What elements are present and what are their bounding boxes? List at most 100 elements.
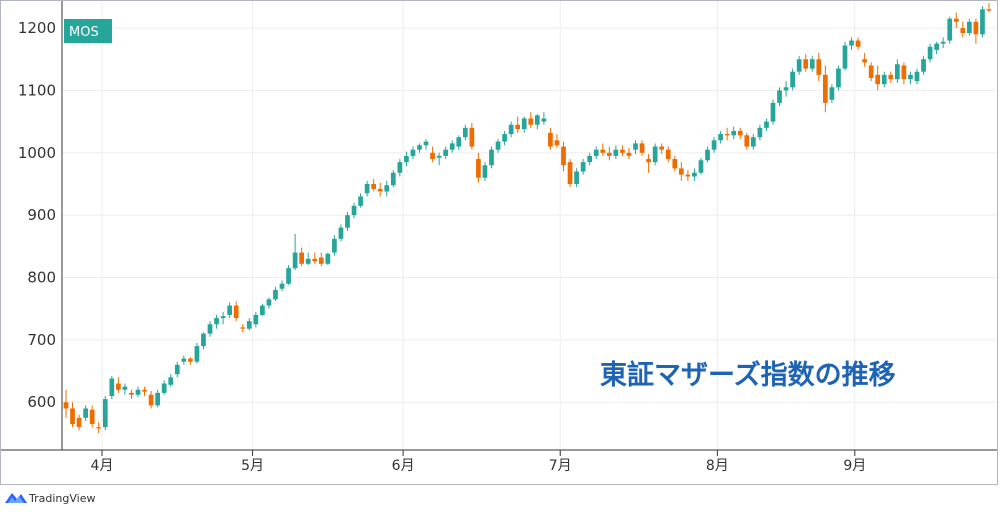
y-tick-label: 700 <box>27 331 56 349</box>
candle-body <box>436 155 442 158</box>
candle <box>783 81 789 97</box>
candle <box>750 134 756 150</box>
candle <box>410 146 416 160</box>
candle-body <box>109 378 115 396</box>
gridlines <box>62 0 997 449</box>
candle <box>822 65 828 113</box>
candle-body <box>417 145 422 150</box>
candle-body <box>325 253 331 264</box>
tradingview-logo-icon <box>5 493 27 503</box>
candle-body <box>521 118 527 130</box>
candle-body <box>377 188 383 192</box>
candle <box>469 122 475 150</box>
candle-body <box>600 149 606 153</box>
candle-body <box>711 140 717 150</box>
candle <box>521 116 527 133</box>
candle <box>620 145 625 156</box>
candle-body <box>842 45 848 69</box>
candle <box>384 180 390 197</box>
candle-body <box>220 316 226 319</box>
candle-body <box>757 127 763 138</box>
candle <box>96 422 102 434</box>
candle <box>724 127 730 141</box>
candle-body <box>803 59 809 69</box>
candle <box>875 65 881 91</box>
tradingview-logo[interactable]: TradingView <box>5 492 95 505</box>
candle <box>534 114 540 130</box>
candle <box>967 18 972 36</box>
candle <box>580 159 586 175</box>
x-tick-label: 7月 <box>549 458 572 474</box>
candle-body <box>980 9 985 35</box>
y-tick-label: 1200 <box>18 19 56 37</box>
candle <box>417 143 422 153</box>
candle <box>404 151 409 167</box>
candle-body <box>718 134 723 141</box>
candle-body <box>253 314 259 325</box>
candle <box>155 389 161 408</box>
candle-body <box>286 268 291 284</box>
candle <box>764 118 769 131</box>
candle-body <box>626 152 632 156</box>
candle <box>351 202 357 219</box>
candle-body <box>462 127 468 138</box>
candle-body <box>548 132 553 147</box>
candle-body <box>541 118 547 122</box>
candle <box>188 357 193 365</box>
candle <box>796 56 802 75</box>
candle <box>482 162 488 181</box>
y-tick-label: 900 <box>27 206 56 224</box>
candle <box>567 159 573 188</box>
candle-body <box>587 155 593 163</box>
x-tick-label: 6月 <box>392 458 415 474</box>
candle <box>63 389 69 418</box>
candle-body <box>973 21 979 35</box>
candle <box>711 137 717 153</box>
candle <box>757 124 763 141</box>
candle-body <box>639 143 645 153</box>
candle <box>613 145 619 160</box>
candle-body <box>914 71 920 82</box>
candle <box>901 62 907 85</box>
candle <box>161 380 167 395</box>
candle <box>718 130 723 144</box>
candle <box>364 180 370 197</box>
candle <box>940 37 946 49</box>
candle <box>371 178 377 192</box>
candle-body <box>201 333 206 347</box>
candle <box>220 311 226 325</box>
candle <box>600 143 606 156</box>
candle-body <box>672 159 678 169</box>
candle-body <box>692 172 697 177</box>
symbol-badge: MOS <box>64 19 112 43</box>
candle-body <box>279 283 285 289</box>
candle <box>633 140 638 155</box>
candle-body <box>888 74 894 80</box>
x-tick-label: 8月 <box>706 458 729 474</box>
candle-body <box>443 149 449 156</box>
candle-body <box>142 389 147 392</box>
candle-body <box>744 135 750 147</box>
y-tick-label: 1100 <box>18 81 56 99</box>
candle-body <box>63 402 69 409</box>
candle <box>921 56 926 75</box>
candle <box>148 391 154 409</box>
chart-title: 東証マザーズ指数の推移 <box>600 359 896 391</box>
candle <box>318 252 324 267</box>
candle <box>849 37 854 50</box>
candle <box>548 127 553 150</box>
candle <box>528 112 534 128</box>
candle <box>260 303 265 317</box>
candle <box>809 56 815 72</box>
candle <box>790 68 795 91</box>
candle-body <box>76 417 82 428</box>
candle-body <box>390 172 396 186</box>
candle-body <box>292 252 298 269</box>
candle <box>744 132 750 150</box>
candle <box>665 146 671 163</box>
candle <box>652 143 658 166</box>
candle-body <box>737 130 743 136</box>
candle <box>626 147 632 160</box>
candle-body <box>240 327 246 329</box>
